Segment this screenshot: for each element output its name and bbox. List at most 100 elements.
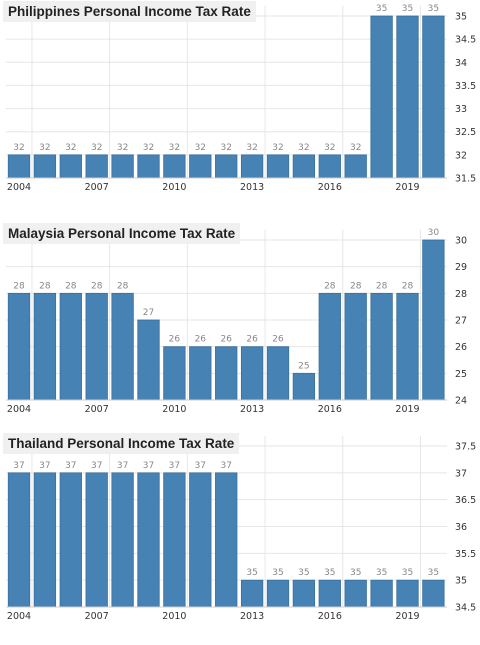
bar-2004	[7, 292, 31, 401]
bar-2011	[189, 472, 212, 608]
bar-2017	[344, 154, 367, 179]
x-tick-label-2019: 2019	[395, 404, 419, 415]
bar-2019	[396, 15, 419, 179]
value-label-2017: 32	[350, 143, 361, 153]
bar-2014	[266, 579, 290, 608]
y-axis: 34.5 35 35.5 36 36.5 37 37.5	[455, 442, 476, 614]
bar-2017	[344, 579, 367, 608]
value-label-2011: 26	[195, 335, 207, 345]
value-label-2017: 28	[350, 281, 362, 291]
bar-2015	[292, 579, 316, 608]
y-tick-label: 31.5	[455, 174, 476, 185]
value-label-2020: 35	[428, 4, 439, 14]
value-label-2006: 32	[65, 143, 76, 153]
x-tick-label-2016: 2016	[318, 611, 342, 622]
x-tick-label-2019: 2019	[395, 182, 419, 193]
value-label-2013: 26	[246, 335, 258, 345]
value-label-2005: 28	[39, 281, 51, 291]
bar-2008	[111, 472, 134, 608]
value-label-2016: 28	[324, 281, 336, 291]
bar-2009	[137, 319, 160, 401]
value-label-2005: 37	[39, 461, 50, 471]
bar-2016	[318, 154, 341, 179]
x-axis: 2004 2007 2010 2013 2016 2019	[6, 399, 447, 415]
value-label-2012: 26	[220, 335, 232, 345]
bar-2006	[59, 154, 82, 179]
value-label-2012: 37	[220, 461, 231, 471]
x-tick-label-2007: 2007	[85, 611, 109, 622]
x-tick-label-2010: 2010	[162, 404, 186, 415]
value-label-2015: 32	[298, 143, 309, 153]
value-label-2018: 35	[376, 4, 387, 14]
bar-2006	[59, 292, 82, 401]
bar-2006	[59, 472, 82, 608]
bars	[7, 239, 445, 401]
x-axis: 2004 2007 2010 2013 2016 2019	[6, 177, 447, 193]
value-labels: 37 37 37 37 37 37 37 37 37 35 35 35 35 35 35 35 35	[13, 461, 439, 578]
x-tick-label-2010: 2010	[162, 182, 186, 193]
y-tick-label: 32.5	[455, 127, 476, 138]
y-tick-label: 34	[455, 58, 467, 69]
bar-2013	[240, 579, 264, 608]
value-label-2011: 32	[195, 143, 206, 153]
bar-2005	[33, 292, 57, 401]
x-tick-label-2004: 2004	[7, 611, 31, 622]
value-label-2010: 37	[169, 461, 180, 471]
bar-2009	[137, 472, 160, 608]
x-tick-label-2016: 2016	[318, 404, 342, 415]
bar-2007	[85, 472, 108, 608]
value-label-2012: 32	[220, 143, 231, 153]
bar-2009	[137, 154, 160, 179]
bar-2007	[85, 154, 108, 179]
value-label-2017: 35	[350, 568, 361, 578]
bar-2005	[33, 472, 57, 608]
value-labels: 28 28 28 28 28 27 26 26 26 26 26 25 28 28 28 28 30	[13, 228, 439, 371]
bar-2020	[422, 15, 445, 179]
bars	[7, 15, 445, 179]
bar-2020	[422, 579, 445, 608]
x-tick-label-2004: 2004	[7, 404, 31, 415]
thailand-chart-panel: 34.5 35 35.5 36 36.5 37 37.5 37 37 37 37 37 37 37 37 37…	[0, 432, 480, 640]
philippines-chart-panel: 31.5 32 32.5 33 33.5 34 34.5 35 32 32 32 32 32 32 32 32…	[0, 0, 480, 205]
value-label-2004: 28	[13, 281, 25, 291]
bar-2005	[33, 154, 57, 179]
bar-2010	[163, 154, 186, 179]
bar-2013	[240, 346, 264, 401]
bar-2011	[189, 346, 212, 401]
bar-2017	[344, 292, 367, 401]
value-label-2013: 32	[246, 143, 257, 153]
y-tick-label: 35.5	[455, 549, 476, 560]
y-tick-label: 25	[455, 369, 467, 380]
y-tick-label: 33.5	[455, 81, 476, 92]
bar-2018	[370, 292, 393, 401]
value-label-2015: 35	[298, 568, 309, 578]
value-label-2020: 30	[428, 228, 440, 238]
y-tick-label: 34.5	[455, 35, 476, 46]
bar-2010	[163, 346, 186, 401]
bar-2008	[111, 292, 134, 401]
value-label-2013: 35	[246, 568, 257, 578]
value-label-2014: 35	[272, 568, 283, 578]
bar-2011	[189, 154, 212, 179]
value-label-2010: 26	[169, 335, 181, 345]
x-tick-label-2007: 2007	[85, 404, 109, 415]
bar-2016	[318, 579, 341, 608]
y-tick-label: 32	[455, 150, 467, 161]
x-axis: 2004 2007 2010 2013 2016 2019	[6, 606, 447, 622]
y-tick-label: 30	[455, 236, 467, 247]
bar-2008	[111, 154, 134, 179]
y-tick-label: 29	[455, 262, 467, 273]
value-label-2018: 35	[376, 568, 387, 578]
x-tick-label-2013: 2013	[240, 182, 264, 193]
bars	[7, 472, 445, 608]
value-label-2009: 37	[143, 461, 154, 471]
bar-2015	[292, 372, 316, 401]
y-tick-label: 35	[455, 576, 467, 587]
value-label-2007: 28	[91, 281, 103, 291]
y-tick-label: 28	[455, 289, 467, 300]
value-label-2019: 35	[402, 4, 413, 14]
value-label-2016: 32	[324, 143, 335, 153]
value-label-2005: 32	[39, 143, 50, 153]
